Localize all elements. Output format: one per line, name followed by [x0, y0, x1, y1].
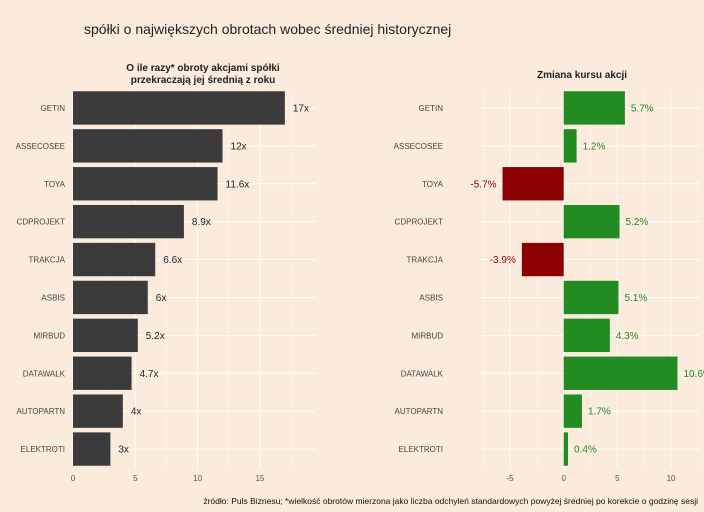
- value-label: 1.2%: [583, 141, 606, 152]
- category-label: ASBIS: [419, 293, 443, 302]
- value-label: 3x: [118, 445, 129, 456]
- value-label: 17x: [293, 103, 309, 114]
- value-label: 4.3%: [616, 331, 639, 342]
- value-label: 11.6x: [226, 179, 250, 190]
- category-label: AUTOPARTN: [17, 407, 66, 416]
- value-label: 5.2x: [146, 331, 165, 342]
- category-label: ELEKTROTI: [21, 445, 65, 454]
- x-tick-label: 15: [255, 474, 264, 483]
- bar-mirbud: [563, 318, 610, 353]
- x-tick-label: 10: [193, 474, 202, 483]
- value-label: 6x: [156, 293, 167, 304]
- category-label: ASBIS: [41, 293, 65, 302]
- x-tick-label: 5: [615, 474, 620, 483]
- bar-autopartn: [563, 394, 582, 428]
- right-panel-plot: Zmiana kursu akcji 5.7% GETIN 1.2% ASSECOSEE…: [394, 70, 704, 483]
- bar-autopartn: [73, 394, 123, 428]
- category-label: TRAKCJA: [29, 256, 66, 265]
- bar-elektroti: [73, 432, 111, 466]
- bar-cdprojekt: [563, 204, 620, 239]
- category-label: ASSECOSEE: [16, 142, 65, 151]
- bar-datawalk: [73, 356, 132, 390]
- bar-assecosee: [73, 129, 223, 163]
- x-tick-label: 0: [71, 474, 76, 483]
- bar-getin: [73, 91, 285, 125]
- value-label: 0.4%: [574, 445, 597, 456]
- bar-cdprojekt: [73, 204, 184, 239]
- x-tick-label: -5: [506, 474, 514, 483]
- category-label: MIRBUD: [33, 331, 65, 340]
- bar-toya: [502, 167, 564, 201]
- category-label: TRAKCJA: [407, 256, 444, 265]
- category-label: TOYA: [422, 180, 444, 189]
- category-label: AUTOPARTN: [395, 407, 444, 416]
- bar-asbis: [563, 280, 619, 315]
- bar-trakcja: [521, 242, 564, 277]
- value-label: 6.6x: [163, 255, 182, 266]
- chart-title: spółki o największych obrotach wobec śre…: [84, 21, 452, 37]
- category-label: CDPROJEKT: [17, 218, 66, 227]
- bar-getin: [563, 91, 625, 125]
- value-label: 5.2%: [626, 217, 649, 228]
- value-label: 8.9x: [192, 217, 211, 228]
- value-label: 4x: [131, 407, 142, 418]
- category-label: GETIN: [419, 104, 444, 113]
- left-panel-plot: O ile razy* obroty akcjami spółkiprzekra…: [16, 63, 316, 483]
- bar-trakcja: [73, 242, 156, 277]
- category-label: TOYA: [44, 180, 66, 189]
- chart-caption: źródło: Puls Biznesu; *wielkość obrotów …: [203, 496, 698, 506]
- value-label: 4.7x: [140, 369, 159, 380]
- category-label: DATAWALK: [401, 369, 444, 378]
- bar-toya: [73, 167, 218, 201]
- category-label: ELEKTROTI: [399, 445, 443, 454]
- category-label: ASSECOSEE: [394, 142, 443, 151]
- value-label: 1.7%: [588, 407, 611, 418]
- category-label: MIRBUD: [411, 331, 443, 340]
- panel-title: Zmiana kursu akcji: [537, 70, 627, 81]
- category-label: CDPROJEKT: [395, 218, 444, 227]
- category-label: DATAWALK: [23, 369, 66, 378]
- value-label: 5.7%: [631, 103, 654, 114]
- panel-title: O ile razy* obroty akcjami spółki: [126, 63, 280, 74]
- value-label: 12x: [231, 141, 247, 152]
- x-tick-label: 5: [133, 474, 138, 483]
- bar-mirbud: [73, 318, 138, 353]
- value-label: 10.6%: [683, 369, 704, 380]
- x-tick-label: 0: [561, 474, 566, 483]
- bar-datawalk: [563, 356, 678, 390]
- x-tick-label: 10: [667, 474, 676, 483]
- value-label: -3.9%: [490, 255, 516, 266]
- category-label: GETIN: [41, 104, 66, 113]
- value-label: -5.7%: [470, 179, 496, 190]
- bar-elektroti: [563, 432, 568, 466]
- panel-title: przekraczają jej średnią z roku: [131, 75, 276, 86]
- bar-assecosee: [563, 129, 577, 163]
- value-label: 5.1%: [624, 293, 647, 304]
- bar-asbis: [73, 280, 148, 315]
